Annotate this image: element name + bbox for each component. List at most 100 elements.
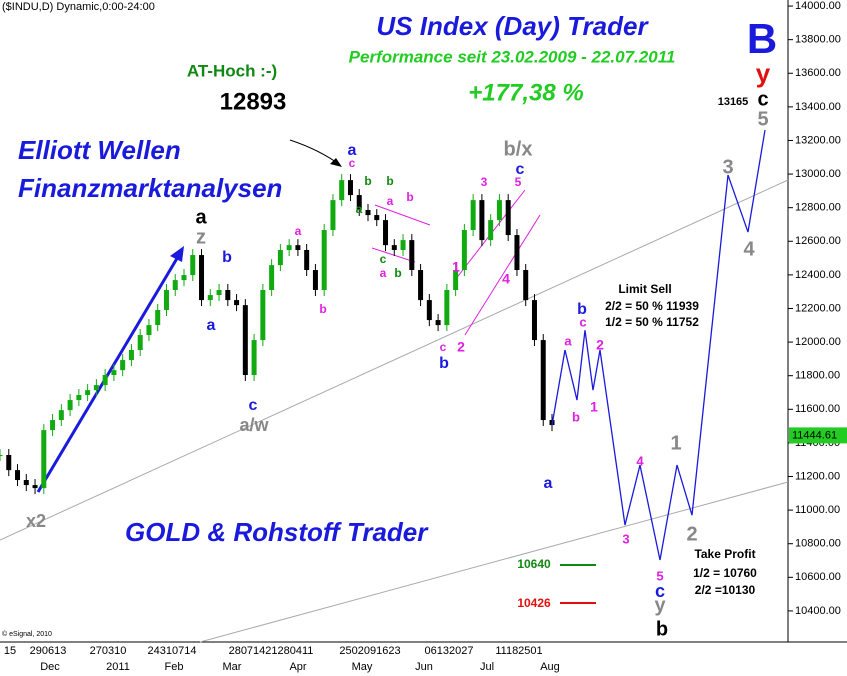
wave-label: 5 — [515, 175, 522, 189]
y-tick-label: 10600.00 — [795, 571, 841, 583]
x-tick-label: 11182501 — [495, 645, 542, 657]
candle — [120, 360, 126, 371]
candle — [15, 470, 21, 481]
candle — [50, 420, 56, 431]
candle — [286, 245, 292, 251]
wave-label: b — [222, 249, 232, 266]
order-text: 1/2 = 10760 — [693, 566, 757, 580]
candle — [277, 250, 283, 266]
marks — [0, 129, 766, 561]
wave-label: 1 — [590, 399, 598, 415]
candle — [400, 240, 406, 251]
wave-label: 4 — [502, 271, 510, 287]
candle — [488, 220, 494, 241]
candle — [295, 245, 301, 251]
candle — [496, 200, 502, 221]
candle — [330, 200, 336, 231]
candle — [146, 325, 152, 336]
wave-label: 1 — [452, 259, 460, 275]
copyright: © eSignal, 2010 — [2, 630, 52, 638]
candle — [523, 270, 529, 301]
order-text: 10640 — [517, 557, 551, 571]
candle — [102, 375, 108, 386]
y-tick-label: 11800.00 — [795, 370, 840, 382]
candle — [242, 305, 248, 376]
candle — [453, 270, 459, 291]
wave-label: 3 — [622, 531, 629, 546]
y-tick-label: 12400.00 — [795, 269, 841, 281]
wave-label: a — [380, 266, 387, 280]
wave-label: c — [516, 161, 525, 178]
wave-label: 2 — [596, 337, 604, 353]
y-tick-label: 14000.00 — [795, 0, 841, 12]
candle — [365, 210, 371, 216]
wave-label: 3 — [722, 156, 733, 178]
x-tick-label: Apr — [289, 661, 306, 673]
candle — [216, 290, 222, 296]
brand-text: Finanzmarktanalysen — [18, 173, 282, 203]
candle — [269, 265, 275, 291]
y-tick-label: 13400.00 — [795, 101, 841, 113]
wave-label: b — [364, 174, 371, 188]
wave-label: c — [380, 252, 387, 266]
candle — [461, 230, 467, 271]
wave-label: a/w — [239, 415, 269, 435]
wave-label: b — [572, 409, 580, 424]
candle — [347, 180, 353, 196]
candle — [479, 200, 485, 241]
last-price-box — [789, 427, 847, 444]
last-price-label: 11444.61 — [792, 429, 837, 441]
x-tick-label: May — [352, 661, 373, 673]
chart-title: US Index (Day) Trader — [376, 11, 649, 41]
x-tick-label: Dec — [40, 661, 60, 673]
y-tick-label: 12200.00 — [795, 302, 841, 314]
y-tick-label: 13800.00 — [795, 34, 841, 46]
wave-label: b — [394, 266, 401, 280]
candle — [339, 180, 345, 201]
candle — [540, 340, 546, 421]
y-tick-label: 13200.00 — [795, 134, 841, 146]
x-tick-label: 28071421280411 — [229, 645, 314, 657]
wave-label: 5 — [757, 108, 768, 130]
channel-line — [374, 204, 431, 226]
candle — [111, 370, 117, 376]
order-text: 1/2 = 50 % 11752 — [605, 315, 699, 329]
wave-label: B — [747, 15, 777, 62]
projection-link — [551, 349, 566, 426]
candle — [435, 320, 441, 326]
candle — [234, 300, 240, 306]
wave-label: 3 — [481, 175, 488, 189]
wave-label: a — [195, 206, 207, 228]
candle — [409, 240, 415, 271]
x-tick-label: Jun — [415, 661, 433, 673]
annotation: 12893 — [220, 88, 287, 115]
candle — [321, 230, 327, 291]
wave-label: y — [654, 594, 666, 616]
projection-line — [564, 129, 766, 561]
wave-label: a — [207, 317, 216, 334]
candle — [0, 454, 3, 456]
wave-label: 13165 — [718, 96, 749, 108]
candle — [418, 270, 424, 301]
candle — [76, 395, 82, 401]
y-tick-label: 12000.00 — [795, 336, 841, 348]
y-tick-label: 12600.00 — [795, 235, 841, 247]
candle — [426, 300, 432, 321]
x-tick-label: 15 — [4, 645, 16, 657]
candle — [85, 390, 91, 396]
wave-label: c — [349, 156, 356, 170]
arrow-head — [330, 158, 342, 167]
y-tick-label: 13600.00 — [795, 67, 841, 79]
candle — [23, 480, 29, 486]
wave-label: c — [655, 581, 665, 601]
order-text: 10426 — [517, 596, 551, 610]
y-tick-label: 11200.00 — [795, 470, 840, 482]
annotation: AT-Hoch :-) — [187, 61, 277, 80]
wave-label: 1 — [670, 432, 681, 454]
x-tick-label: 270310 — [90, 645, 127, 657]
candle — [356, 195, 362, 211]
candle — [6, 454, 12, 471]
wave-label: 2 — [686, 523, 697, 545]
wave-label: b — [406, 190, 413, 204]
candle — [251, 340, 257, 376]
